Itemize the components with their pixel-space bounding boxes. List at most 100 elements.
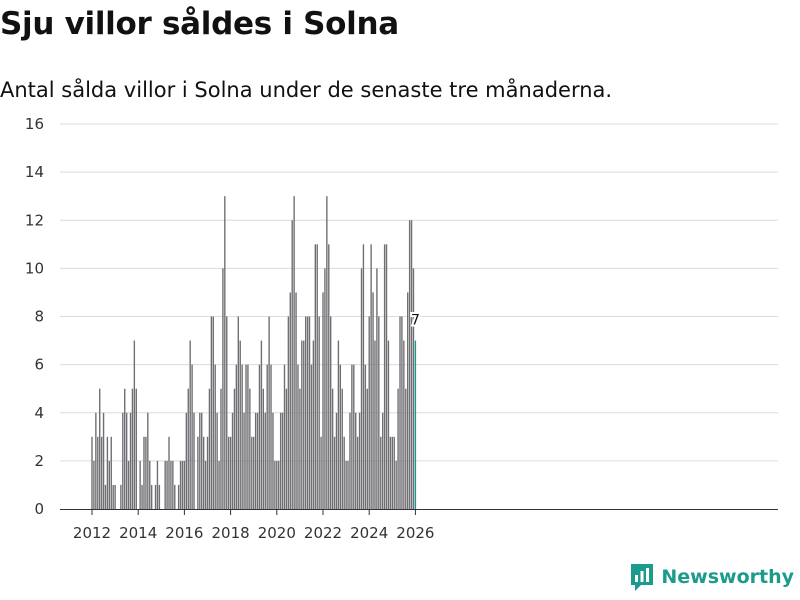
- bar: [347, 460, 349, 510]
- bar: [320, 436, 322, 509]
- bar: [270, 364, 272, 510]
- bar: [141, 484, 143, 509]
- y-tick-label: 2: [34, 452, 44, 470]
- bar: [120, 484, 122, 509]
- bar: [110, 436, 112, 509]
- brand-logo: Newsworthy: [629, 562, 794, 592]
- chart-subtitle: Antal sålda villor i Solna under de sena…: [0, 78, 613, 102]
- bar: [262, 388, 265, 509]
- y-tick-label: 8: [34, 308, 44, 326]
- bar: [95, 412, 97, 509]
- bar: [289, 292, 291, 509]
- bar: [122, 412, 124, 509]
- bar: [220, 388, 222, 509]
- bar: [181, 460, 184, 510]
- y-tick-label: 4: [34, 404, 44, 422]
- bar: [272, 412, 274, 509]
- bar: [112, 484, 114, 509]
- bar: [304, 316, 307, 509]
- bar: [254, 412, 257, 509]
- bar: [158, 484, 161, 509]
- x-tick-label: 2014: [119, 524, 157, 542]
- x-tick-label: 2016: [165, 524, 203, 542]
- bar-highlight: [414, 340, 417, 509]
- bar: [383, 244, 386, 509]
- bar: [131, 388, 134, 509]
- bar: [266, 364, 268, 510]
- y-tick-label: 0: [34, 500, 44, 518]
- bar: [204, 460, 207, 510]
- bar: [243, 412, 245, 509]
- bar: [102, 412, 105, 509]
- x-tick-label: 2024: [350, 524, 388, 542]
- bar: [362, 244, 365, 509]
- bar: [318, 316, 320, 509]
- bar: [247, 364, 249, 510]
- bar: [303, 340, 305, 509]
- bar: [208, 388, 211, 509]
- bar: [337, 340, 340, 509]
- bar: [226, 316, 228, 509]
- data-labels: 7: [409, 311, 422, 331]
- bar: [133, 340, 136, 509]
- bar: [106, 436, 109, 509]
- bar: [104, 484, 107, 509]
- gridlines: [60, 123, 778, 462]
- bar: [251, 436, 253, 509]
- bar: [299, 388, 301, 509]
- bar: [330, 316, 332, 509]
- bar: [145, 436, 147, 509]
- bar: [125, 412, 128, 509]
- bar: [401, 316, 403, 509]
- bar: [351, 364, 353, 510]
- bar: [218, 460, 220, 510]
- bar: [360, 268, 363, 510]
- bar: [395, 460, 397, 510]
- bar: [308, 316, 311, 509]
- bar: [370, 244, 372, 509]
- bar: [339, 364, 342, 510]
- bar: [397, 388, 399, 509]
- bar: [166, 460, 168, 510]
- bar: [222, 268, 224, 510]
- bar: [239, 340, 241, 509]
- bar: [189, 340, 191, 509]
- x-tick-label: 2026: [396, 524, 434, 542]
- bar: [212, 316, 214, 509]
- brand-name: Newsworthy: [661, 566, 794, 588]
- bar: [245, 364, 247, 510]
- bar: [374, 340, 376, 509]
- y-tick-label: 14: [25, 163, 44, 181]
- bar: [314, 244, 316, 509]
- bar: [249, 388, 251, 509]
- bar: [268, 316, 270, 509]
- bar: [335, 412, 338, 509]
- bar: [179, 460, 182, 510]
- bar: [229, 436, 232, 509]
- bar: [364, 364, 367, 510]
- bar: [108, 460, 111, 510]
- bar: [224, 196, 226, 509]
- axes: 0 2 4 6 8 10 12 14 16 2012 2014 2016 2018 2020 2022 202…: [25, 115, 778, 542]
- bar: [380, 436, 382, 509]
- bar: [129, 412, 132, 509]
- bar: [326, 196, 328, 509]
- bar: [241, 364, 243, 510]
- bar: [177, 484, 180, 509]
- bar: [291, 220, 293, 509]
- chart-title: Sju villor såldes i Solna: [0, 6, 399, 42]
- bar: [150, 484, 153, 509]
- bar: [202, 436, 205, 509]
- y-tick-label: 6: [34, 356, 44, 374]
- bar: [216, 412, 218, 509]
- bar: [366, 388, 368, 509]
- bar: [231, 412, 234, 509]
- bar: [97, 436, 99, 509]
- bar: [135, 388, 137, 509]
- bar: [356, 436, 359, 509]
- bar: [324, 268, 326, 510]
- bar: [164, 460, 166, 510]
- bar: [197, 436, 199, 509]
- bar: [99, 388, 101, 509]
- bar: [168, 436, 170, 509]
